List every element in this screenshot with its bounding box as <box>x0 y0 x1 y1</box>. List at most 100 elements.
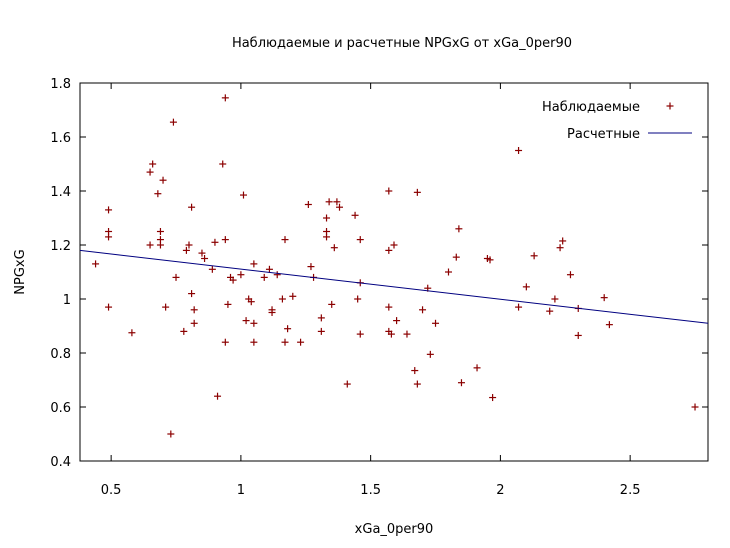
data-point <box>250 260 258 268</box>
data-point <box>333 198 341 206</box>
y-tick-label: 1.8 <box>50 77 71 92</box>
data-point <box>188 290 196 298</box>
data-point <box>419 306 427 314</box>
y-tick-label: 1.6 <box>50 131 71 146</box>
data-point <box>515 303 523 311</box>
data-point <box>351 211 359 219</box>
data-point <box>268 309 276 316</box>
x-tick-label: 2.5 <box>620 483 641 498</box>
data-point <box>105 233 113 241</box>
data-point <box>457 379 465 387</box>
data-point <box>156 228 164 235</box>
data-point <box>214 392 222 400</box>
data-point <box>600 294 608 302</box>
data-point <box>162 303 170 311</box>
data-point <box>323 233 331 241</box>
data-point <box>260 273 268 281</box>
data-point <box>149 160 157 168</box>
data-point <box>105 303 113 311</box>
data-point <box>92 260 100 268</box>
data-point <box>413 188 421 196</box>
y-tick-label: 1 <box>63 293 71 308</box>
data-point <box>297 338 305 346</box>
x-tick-label: 0.5 <box>101 483 122 498</box>
data-point <box>167 430 175 438</box>
data-point <box>530 252 538 260</box>
data-point <box>473 364 481 372</box>
data-point <box>691 403 699 411</box>
data-point <box>239 191 247 199</box>
data-point <box>247 298 255 306</box>
data-point <box>146 168 154 176</box>
data-point <box>172 273 180 281</box>
data-point <box>486 256 494 264</box>
data-point <box>452 253 460 261</box>
x-tick-label: 1.5 <box>360 483 381 498</box>
data-point <box>156 241 164 249</box>
data-point <box>221 94 229 102</box>
legend-marker-observed <box>666 102 674 110</box>
data-point <box>489 394 497 402</box>
data-point <box>566 271 574 279</box>
data-point <box>403 330 411 338</box>
y-tick-label: 1.2 <box>50 239 71 254</box>
data-point <box>190 319 198 327</box>
data-point <box>180 327 188 335</box>
data-point <box>574 331 582 339</box>
data-point <box>325 198 333 206</box>
y-axis-label: NPGxG <box>13 249 28 294</box>
data-point <box>273 271 281 279</box>
x-tick-label: 2 <box>496 483 504 498</box>
data-point <box>250 319 258 327</box>
data-point <box>387 330 395 338</box>
data-point <box>182 246 190 254</box>
data-point <box>330 244 338 252</box>
data-point <box>208 265 216 273</box>
chart-title: Наблюдаемые и расчетные NPGxG от xGa_0pe… <box>232 36 572 51</box>
series-layer <box>79 94 709 438</box>
data-point <box>229 276 237 284</box>
data-point <box>556 244 564 252</box>
y-tick-label: 0.4 <box>50 455 71 470</box>
data-point <box>385 246 393 254</box>
data-point <box>559 237 567 245</box>
legend: Наблюдаемые Расчетные <box>542 100 692 142</box>
x-tick-label: 1 <box>237 483 245 498</box>
data-point <box>354 295 362 303</box>
y-tick-label: 0.6 <box>50 401 71 416</box>
data-point <box>221 236 229 244</box>
data-point <box>284 325 292 333</box>
data-point <box>190 306 198 314</box>
data-point <box>317 314 325 322</box>
data-point <box>356 330 364 338</box>
plot-area <box>79 82 709 462</box>
data-point <box>250 338 258 346</box>
data-point <box>242 317 250 325</box>
data-point <box>154 190 162 198</box>
data-point <box>188 203 196 211</box>
data-point <box>343 380 351 388</box>
data-point <box>515 147 523 154</box>
data-point <box>278 295 286 303</box>
data-point <box>281 236 289 244</box>
data-point <box>546 307 554 315</box>
legend-label-observed: Наблюдаемые <box>542 100 640 115</box>
data-point <box>185 241 193 249</box>
data-point <box>356 236 364 244</box>
data-point <box>221 338 229 346</box>
axis-ticks <box>80 82 708 462</box>
data-point <box>265 265 273 273</box>
data-point <box>211 238 219 246</box>
y-tick-label: 0.8 <box>50 347 71 362</box>
data-point <box>455 225 463 233</box>
data-point <box>336 203 344 211</box>
data-point <box>522 283 530 291</box>
data-point <box>237 271 245 279</box>
data-point <box>323 214 331 222</box>
data-point <box>390 241 398 249</box>
data-point <box>605 321 613 329</box>
data-point <box>198 249 206 257</box>
data-point <box>426 350 434 358</box>
fitted-line <box>79 249 709 324</box>
